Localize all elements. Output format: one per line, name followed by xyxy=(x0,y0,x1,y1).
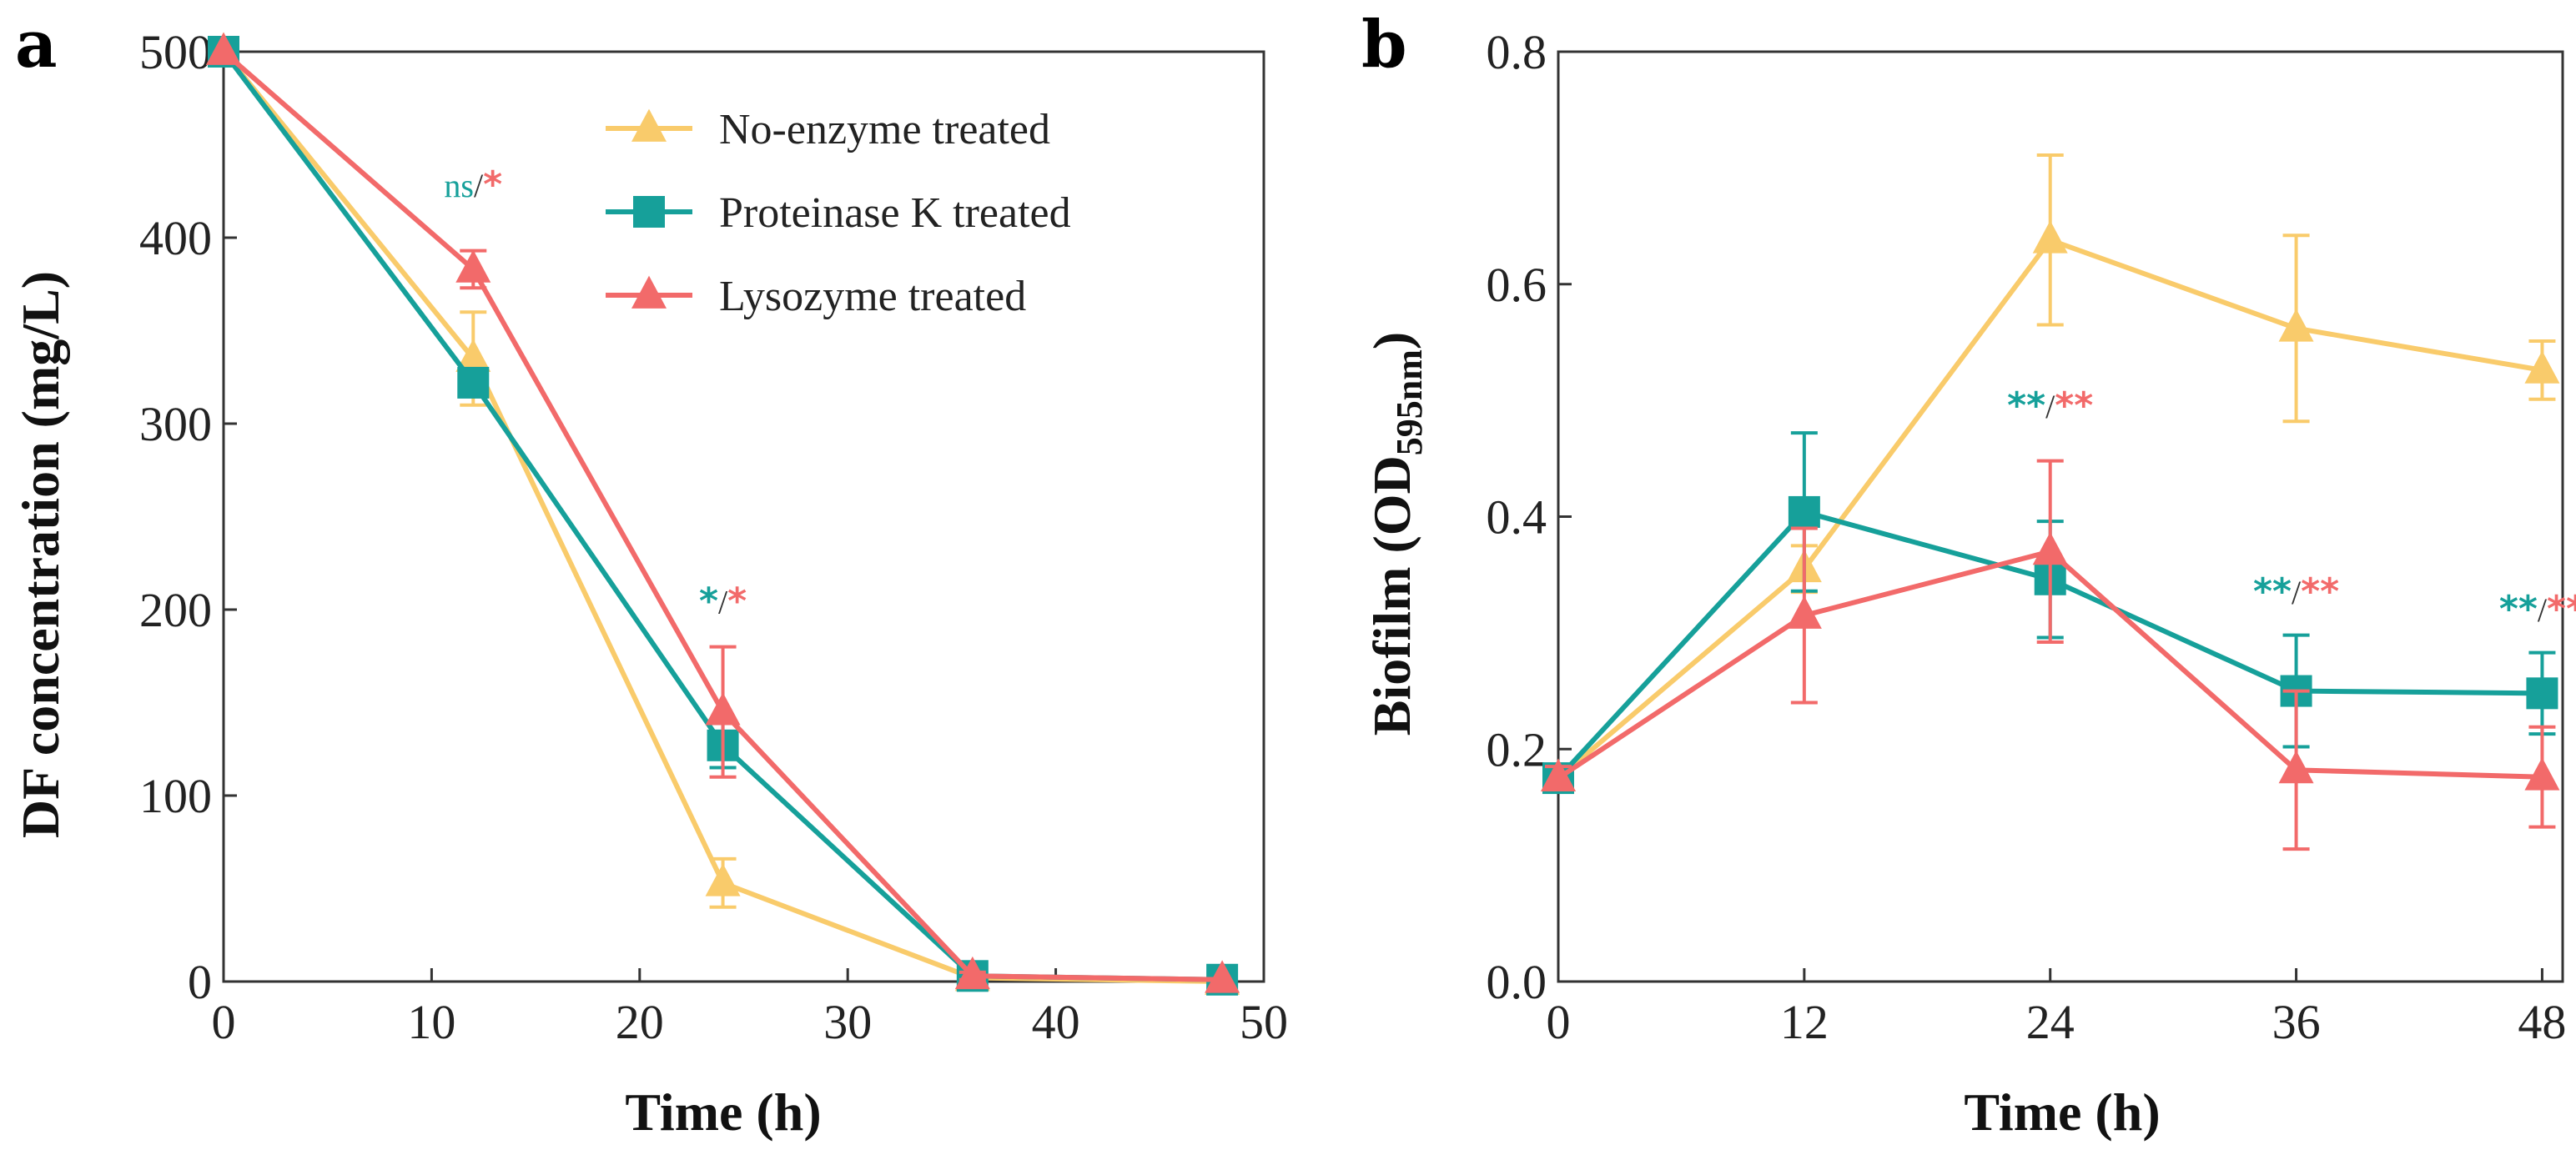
panel-b-marker-no-enzyme xyxy=(2032,220,2068,254)
panel-b-significance-part: ** xyxy=(2301,570,2339,613)
panel-b-marker-lysozyme xyxy=(1541,758,1576,791)
panel-a-marker-lysozyme xyxy=(455,249,491,283)
panel-b-significance-part: ** xyxy=(2547,588,2576,630)
panel-b-marker-lysozyme xyxy=(2278,750,2314,784)
panel-b-marker-proteinase-k xyxy=(2526,677,2558,710)
panel-a-x-tick-label: 50 xyxy=(1240,995,1288,1049)
panel-a-legend: No-enzyme treated Proteinase K treated L… xyxy=(606,106,1071,320)
legend-label-proteinase-k: Proteinase K treated xyxy=(719,189,1071,237)
panel-b-x-tick-label: 36 xyxy=(2272,995,2321,1049)
panel-a-y-tick-label: 500 xyxy=(139,25,212,79)
panel-b-x-tick-label: 0 xyxy=(1547,995,1571,1049)
panel-b-marker-lysozyme xyxy=(1786,595,1822,629)
panel-b-marker-lysozyme xyxy=(2032,531,2068,565)
panel-a-y-axis-title: DF concentration (mg/L) xyxy=(11,271,70,838)
panel-a-significance-part: / xyxy=(474,167,484,204)
panel-b-significance-part: ** xyxy=(2055,384,2093,427)
legend-marker-proteinase-k xyxy=(633,196,665,228)
panel-a-marker-proteinase-k xyxy=(457,366,490,399)
panel-letter-b: b xyxy=(1361,7,1407,83)
panel-b-marker-no-enzyme xyxy=(2278,309,2314,342)
panel-a-significance-part: / xyxy=(718,583,728,620)
panel-b-y-tick-label: 0.0 xyxy=(1487,955,1547,1009)
panel-b-y-axis-title-main: Biofilm (OD xyxy=(1362,455,1421,736)
panel-b-marker-no-enzyme xyxy=(2524,350,2560,384)
panel-a-y-tick-label: 0 xyxy=(188,955,212,1009)
panel-a-x-tick-label: 10 xyxy=(407,995,455,1049)
panel-letter-a: a xyxy=(15,7,58,83)
legend-label-lysozyme: Lysozyme treated xyxy=(719,273,1026,320)
panel-a-x-axis-title: Time (h) xyxy=(625,1082,821,1142)
panel-b-significance-part: / xyxy=(2538,591,2548,629)
panel-a-marker-lysozyme xyxy=(1205,960,1240,993)
panel-b-marker-proteinase-k xyxy=(1788,495,1820,528)
panel-b-significance-label: **/** xyxy=(2007,384,2093,427)
legend-label-no-enzyme: No-enzyme treated xyxy=(719,106,1050,153)
panel-b-y-tick-label: 0.2 xyxy=(1487,722,1547,776)
panel-a-y-tick-label: 200 xyxy=(139,583,212,637)
panel-a-significance-label: */* xyxy=(699,580,747,622)
panel-b-x-axis-title: Time (h) xyxy=(1964,1082,2160,1142)
legend-marker-lysozyme xyxy=(631,275,667,309)
panel-a-x-tick-label: 20 xyxy=(616,995,664,1049)
panel-b-y-tick-label: 0.4 xyxy=(1487,490,1547,545)
panel-a-significance-part: ns xyxy=(444,167,474,204)
panel-b-y-axis-title-subscript: 595nm xyxy=(1389,349,1430,455)
panel-a-marker-lysozyme xyxy=(206,32,241,65)
panel-a-marker-lysozyme xyxy=(705,692,741,726)
panel-a-x-tick-label: 40 xyxy=(1032,995,1080,1049)
panel-a-plot-frame xyxy=(222,50,1265,983)
panel-a-y-tick-label: 100 xyxy=(139,769,212,823)
panel-b-significance-part: / xyxy=(2045,388,2055,425)
panel-b-marker-lysozyme xyxy=(2524,757,2560,791)
legend-marker-no-enzyme xyxy=(631,108,667,142)
panel-b-significance-part: ** xyxy=(2007,384,2045,427)
panel-b-plot-frame xyxy=(1557,50,2564,983)
panel-b-y-tick-label: 0.6 xyxy=(1487,258,1547,312)
panel-b-significance-part: / xyxy=(2292,574,2302,611)
panel-a-significance-label: ns/* xyxy=(444,163,502,206)
panel-a-significance-part: * xyxy=(727,580,747,622)
panel-b-y-axis-title-end: ) xyxy=(1362,332,1421,349)
panel-a-x-tick-label: 0 xyxy=(212,995,236,1049)
panel-b-significance-part: ** xyxy=(2499,588,2538,630)
panel-a-marker-no-enzyme xyxy=(705,863,741,896)
panel-b-significance-part: ** xyxy=(2253,570,2292,613)
panel-a-significance-part: * xyxy=(699,580,718,622)
panel-b-y-tick-label: 0.8 xyxy=(1487,25,1547,79)
panel-a-significance-part: * xyxy=(483,163,502,206)
panel-a-y-tick-label: 300 xyxy=(139,397,212,451)
panel-b-x-tick-label: 24 xyxy=(2026,995,2075,1049)
panel-b-significance-label: **/** xyxy=(2253,570,2339,613)
panel-b-y-axis-title: Biofilm (OD595nm) xyxy=(1362,332,1430,736)
panel-b-significance-label: **/** xyxy=(2499,588,2576,630)
panel-a-marker-lysozyme xyxy=(954,956,990,990)
panel-a-y-tick-label: 400 xyxy=(139,211,212,265)
panel-a-x-tick-label: 30 xyxy=(823,995,872,1049)
panel-a-marker-no-enzyme xyxy=(455,339,491,372)
panel-b-x-tick-label: 48 xyxy=(2518,995,2566,1049)
panel-b-x-tick-label: 12 xyxy=(1780,995,1829,1049)
